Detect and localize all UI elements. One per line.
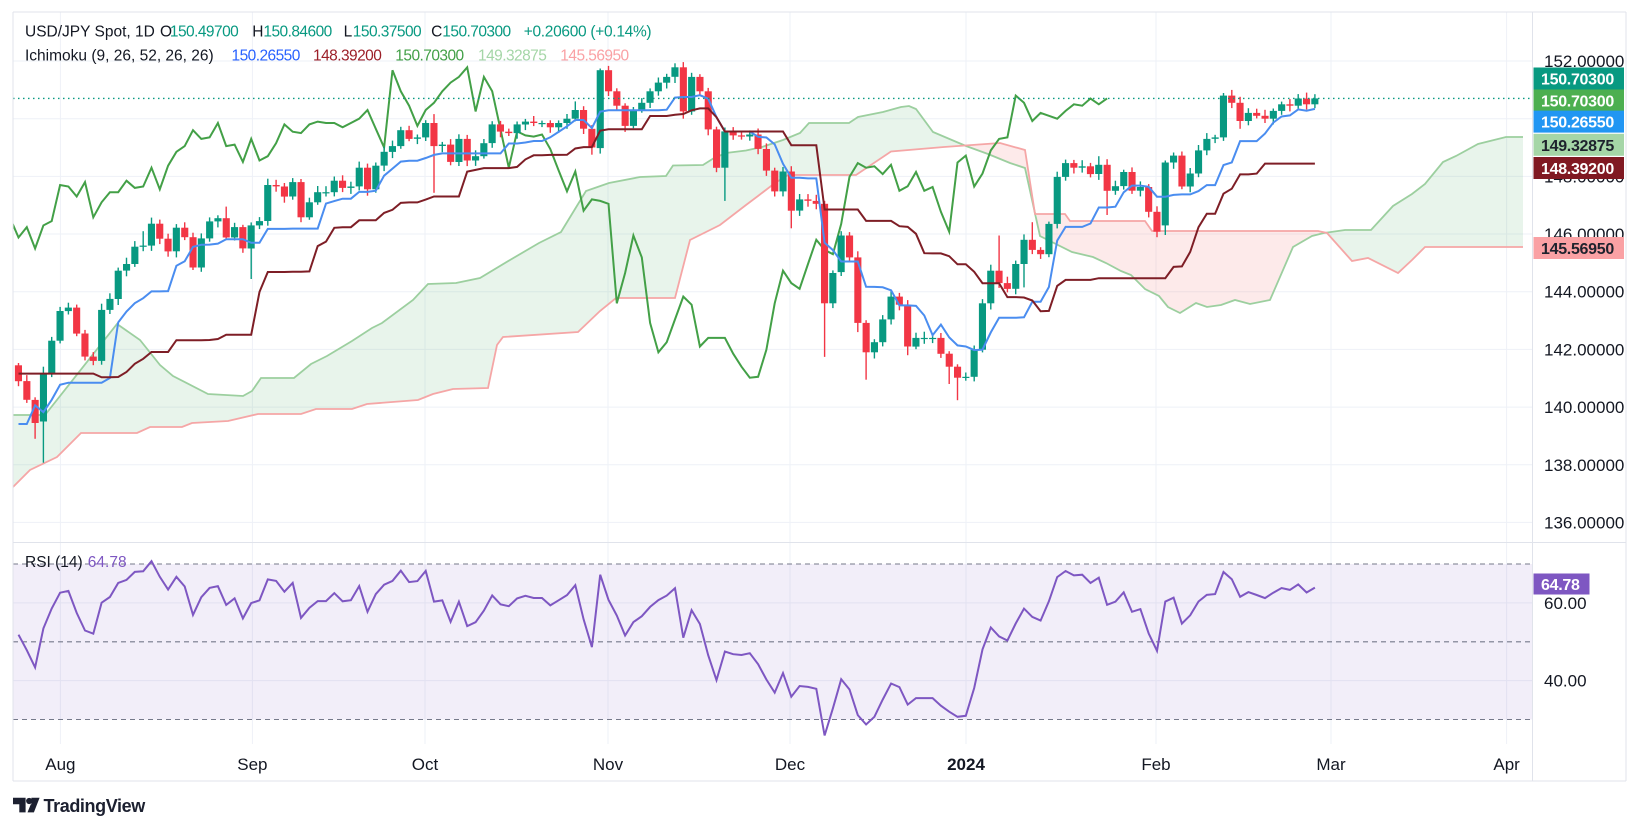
svg-text:150.49700: 150.49700	[170, 24, 239, 41]
svg-text:149.32875: 149.32875	[478, 48, 546, 65]
svg-text:40.00: 40.00	[1544, 672, 1587, 691]
svg-text:150.26550: 150.26550	[232, 48, 301, 65]
svg-text:149.32875: 149.32875	[1541, 138, 1614, 155]
svg-text:Sep: Sep	[237, 755, 267, 774]
svg-text:148.39200: 148.39200	[1541, 161, 1614, 178]
svg-text:+0.20600 (+0.14%): +0.20600 (+0.14%)	[524, 24, 652, 41]
svg-text:60.00: 60.00	[1544, 594, 1587, 613]
svg-text:145.56950: 145.56950	[560, 48, 629, 65]
svg-text:64.78: 64.78	[88, 554, 127, 571]
svg-text:TradingView: TradingView	[44, 796, 147, 816]
svg-text:150.70300: 150.70300	[395, 48, 464, 65]
svg-text:152.00000: 152.00000	[1544, 52, 1624, 71]
svg-text:144.00000: 144.00000	[1544, 283, 1624, 302]
svg-text:Mar: Mar	[1316, 755, 1346, 774]
svg-text:142.00000: 142.00000	[1544, 340, 1624, 359]
svg-text:150.70300: 150.70300	[442, 24, 511, 41]
svg-text:L: L	[344, 24, 353, 41]
svg-text:O: O	[160, 24, 172, 41]
svg-text:150.70300: 150.70300	[1541, 94, 1614, 111]
svg-text:150.37500: 150.37500	[353, 24, 422, 41]
svg-text:Aug: Aug	[45, 755, 75, 774]
svg-text:C: C	[431, 24, 442, 41]
svg-text:140.00000: 140.00000	[1544, 398, 1624, 417]
svg-text:Dec: Dec	[775, 755, 806, 774]
svg-text:64.78: 64.78	[1541, 577, 1580, 594]
svg-text:145.56950: 145.56950	[1541, 241, 1614, 258]
svg-text:138.00000: 138.00000	[1544, 456, 1624, 475]
svg-text:150.26550: 150.26550	[1541, 115, 1614, 132]
svg-text:150.84600: 150.84600	[263, 24, 332, 41]
svg-text:136.00000: 136.00000	[1544, 513, 1624, 532]
svg-text:Feb: Feb	[1141, 755, 1170, 774]
svg-text:148.39200: 148.39200	[313, 48, 382, 65]
svg-text:2024: 2024	[947, 755, 985, 774]
svg-text:Ichimoku (9, 26, 52, 26, 26): Ichimoku (9, 26, 52, 26, 26)	[25, 48, 214, 65]
svg-text:Oct: Oct	[412, 755, 439, 774]
svg-text:RSI (14): RSI (14)	[25, 554, 83, 571]
svg-text:Nov: Nov	[593, 755, 624, 774]
svg-text:150.70300: 150.70300	[1541, 72, 1614, 89]
svg-text:USD/JPY Spot, 1D: USD/JPY Spot, 1D	[25, 24, 155, 41]
svg-text:H: H	[252, 24, 263, 41]
svg-text:Apr: Apr	[1493, 755, 1520, 774]
